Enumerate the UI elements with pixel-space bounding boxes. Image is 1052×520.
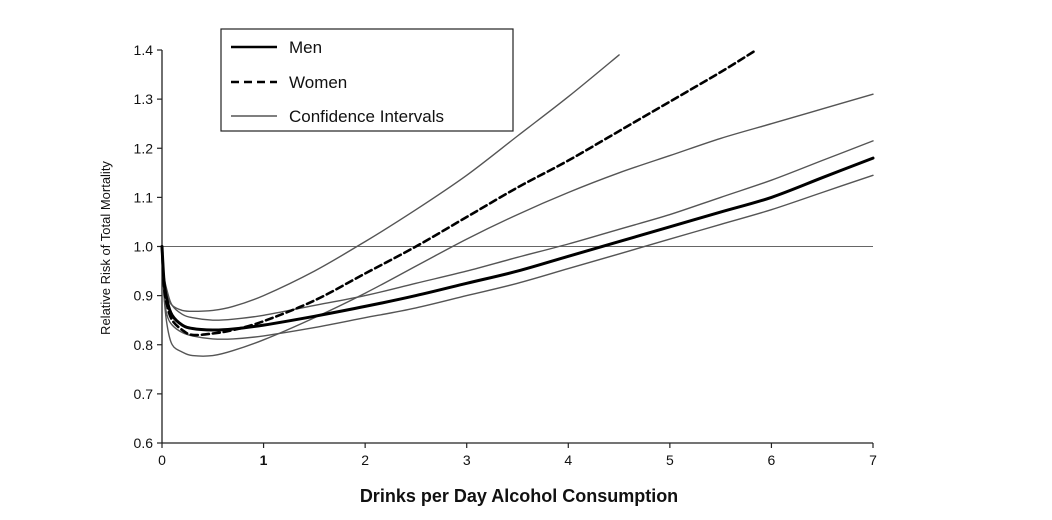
- series-line-women-ci-lower: [161, 93, 874, 357]
- x-tick-label: 4: [564, 452, 572, 468]
- x-tick-label: 3: [463, 452, 471, 468]
- y-tick-label: 0.9: [134, 288, 154, 304]
- x-tick-label: 2: [361, 452, 369, 468]
- y-tick-label: 1.0: [134, 239, 154, 255]
- x-tick-label: 1: [260, 452, 268, 468]
- y-tick-label: 0.6: [134, 435, 154, 451]
- x-tick-label: 5: [666, 452, 674, 468]
- series-line-men-ci-lower: [161, 174, 874, 340]
- x-tick-label: 0: [158, 452, 166, 468]
- series-layer: [160, 48, 875, 357]
- x-tick-label: 7: [869, 452, 877, 468]
- y-tick-label: 1.1: [134, 189, 154, 205]
- legend-label-ci: Confidence Intervals: [289, 107, 444, 126]
- series-line-men-ci-upper: [161, 140, 874, 321]
- y-tick-label: 0.8: [134, 337, 154, 353]
- series-line-women: [160, 48, 758, 337]
- x-axis-label: Drinks per Day Alcohol Consumption: [360, 486, 678, 506]
- legend: Men Women Confidence Intervals: [220, 28, 514, 132]
- series-line-women-ci-upper: [161, 54, 620, 312]
- legend-label-men: Men: [289, 38, 322, 57]
- y-axis-label: Relative Risk of Total Mortality: [98, 161, 113, 335]
- y-tick-label: 0.7: [134, 386, 154, 402]
- x-tick-label: 6: [768, 452, 776, 468]
- axes-layer: 0.6 0.7 0.8 0.9 1.0 1.1 1.2 1.3 1.4 0 1 2 3 4 5 6 7: [134, 42, 878, 468]
- y-tick-label: 1.4: [134, 42, 154, 58]
- legend-label-women: Women: [289, 73, 347, 92]
- series-line-men: [160, 156, 875, 332]
- y-tick-label: 1.3: [134, 91, 154, 107]
- y-tick-label: 1.2: [134, 140, 154, 156]
